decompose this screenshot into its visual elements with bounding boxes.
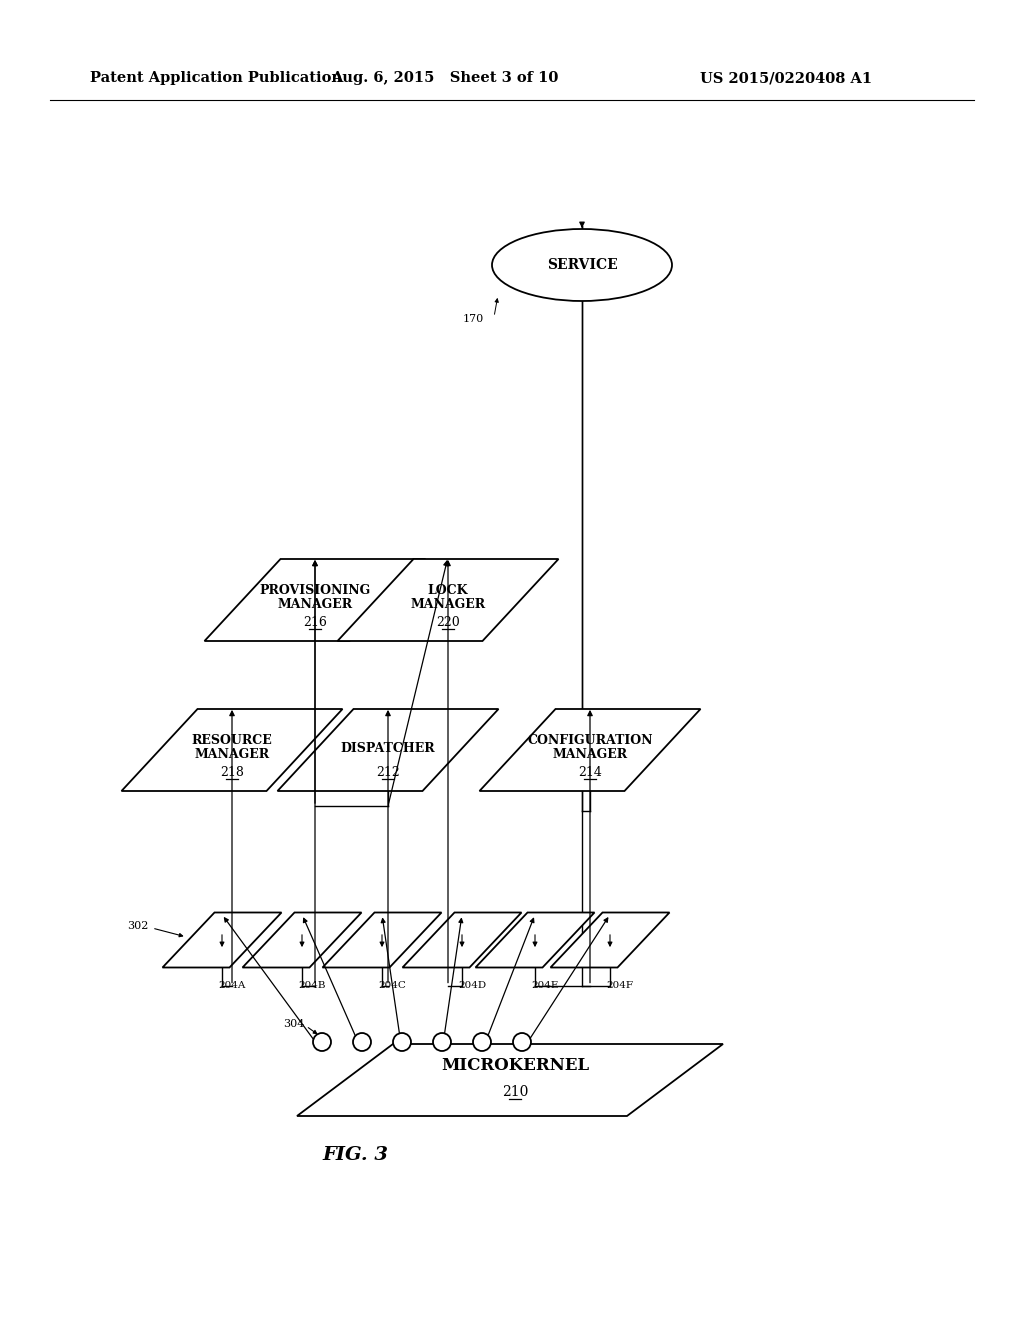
Circle shape xyxy=(473,1034,490,1051)
Circle shape xyxy=(513,1034,531,1051)
Polygon shape xyxy=(163,912,282,968)
Circle shape xyxy=(313,1034,331,1051)
Text: CONFIGURATION: CONFIGURATION xyxy=(527,734,652,747)
Ellipse shape xyxy=(492,228,672,301)
Text: 204A: 204A xyxy=(218,982,246,990)
Text: 204F: 204F xyxy=(606,982,633,990)
Text: 210: 210 xyxy=(502,1085,528,1100)
Polygon shape xyxy=(551,912,670,968)
Polygon shape xyxy=(338,558,558,642)
Polygon shape xyxy=(323,912,441,968)
Text: MANAGER: MANAGER xyxy=(552,748,628,762)
Text: DISPATCHER: DISPATCHER xyxy=(341,742,435,755)
Text: 204C: 204C xyxy=(378,982,406,990)
Circle shape xyxy=(433,1034,451,1051)
Polygon shape xyxy=(297,1044,723,1115)
Text: 216: 216 xyxy=(303,615,327,628)
Text: 204D: 204D xyxy=(458,982,486,990)
Text: LOCK: LOCK xyxy=(428,583,468,597)
Text: FIG. 3: FIG. 3 xyxy=(322,1146,388,1164)
Text: 304: 304 xyxy=(284,1019,305,1030)
Circle shape xyxy=(353,1034,371,1051)
Polygon shape xyxy=(475,912,595,968)
Text: PROVISIONING: PROVISIONING xyxy=(259,583,371,597)
Polygon shape xyxy=(205,558,426,642)
Text: SERVICE: SERVICE xyxy=(547,257,617,272)
Polygon shape xyxy=(122,709,342,791)
Text: MANAGER: MANAGER xyxy=(195,748,269,762)
Text: 204B: 204B xyxy=(298,982,326,990)
Text: MANAGER: MANAGER xyxy=(411,598,485,611)
Text: RESOURCE: RESOURCE xyxy=(191,734,272,747)
Text: 204E: 204E xyxy=(531,982,558,990)
Circle shape xyxy=(393,1034,411,1051)
Polygon shape xyxy=(479,709,700,791)
Text: Aug. 6, 2015   Sheet 3 of 10: Aug. 6, 2015 Sheet 3 of 10 xyxy=(332,71,559,84)
Text: 302: 302 xyxy=(127,921,148,931)
Polygon shape xyxy=(278,709,499,791)
Text: Patent Application Publication: Patent Application Publication xyxy=(90,71,342,84)
Text: 214: 214 xyxy=(579,766,602,779)
Text: MANAGER: MANAGER xyxy=(278,598,352,611)
Text: 220: 220 xyxy=(436,615,460,628)
Polygon shape xyxy=(243,912,361,968)
Text: 218: 218 xyxy=(220,766,244,779)
Text: 170: 170 xyxy=(463,314,484,323)
Text: MICROKERNEL: MICROKERNEL xyxy=(441,1057,589,1074)
Text: US 2015/0220408 A1: US 2015/0220408 A1 xyxy=(700,71,872,84)
Polygon shape xyxy=(402,912,521,968)
Text: 212: 212 xyxy=(376,766,400,779)
